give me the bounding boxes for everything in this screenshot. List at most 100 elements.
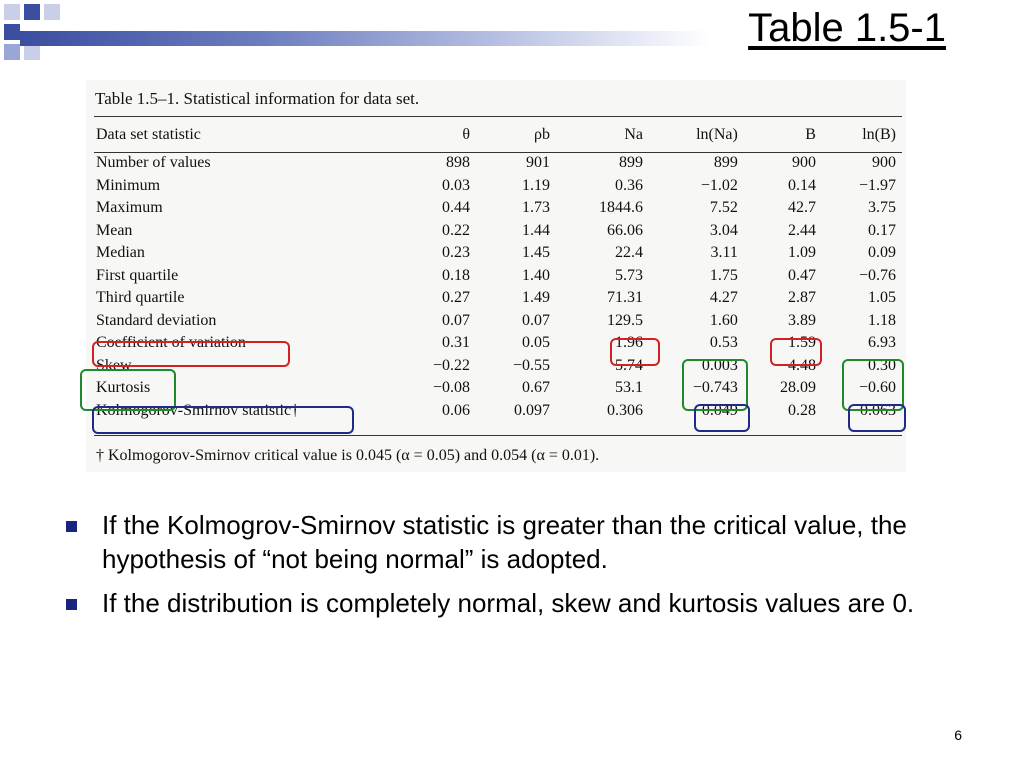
table-cell: 1.18 <box>868 311 896 329</box>
table-cell: −0.08 <box>432 379 470 397</box>
row-label: Number of values <box>96 154 211 172</box>
row-label: Kurtosis <box>96 379 151 397</box>
table-cell: 2.44 <box>787 221 816 239</box>
table-caption: Table 1.5–1. Statistical information for… <box>95 89 420 108</box>
table-row: Number of values 898 901 899 899 900 900 <box>94 152 902 175</box>
table-cell: 0.14 <box>787 176 816 194</box>
row-label: Minimum <box>96 176 161 194</box>
table-cell: 0.31 <box>442 334 470 352</box>
bullet-text: If the distribution is completely normal… <box>102 588 915 618</box>
row-label: Standard deviation <box>96 311 217 329</box>
table-cell: −0.60 <box>858 379 896 397</box>
highlight-box-ln-b-ks <box>848 404 906 432</box>
rule-header <box>94 152 902 153</box>
table-cell: −0.76 <box>858 266 896 284</box>
table-cell: 1.73 <box>522 199 550 217</box>
table-cell: 0.09 <box>868 244 896 262</box>
table-cell: 3.04 <box>709 221 738 239</box>
table-cell: 0.30 <box>868 356 896 374</box>
table-cell: 900 <box>791 154 816 172</box>
row-label: First quartile <box>96 266 179 284</box>
table-cell: 3.89 <box>787 311 816 329</box>
table-row: Minimum 0.03 1.19 0.36 −1.02 0.14 −1.97 <box>94 175 902 198</box>
table-cell: 0.05 <box>522 334 550 352</box>
table-footnote: † Kolmogorov-Smirnov critical value is 0… <box>96 447 600 464</box>
table-cell: 0.36 <box>614 176 643 194</box>
column-header: Na <box>624 126 643 143</box>
row-label: Mean <box>96 221 133 239</box>
table-cell: 53.1 <box>614 379 643 397</box>
table-cell: 6.93 <box>868 334 896 352</box>
header-gradient-bar <box>20 31 710 46</box>
table-cell: 28.09 <box>779 379 816 397</box>
table-cell: 42.7 <box>787 199 816 217</box>
page-number: 6 <box>954 727 962 743</box>
table-cell: 0.67 <box>522 379 550 397</box>
header-row: Data set statistic θ ρb Na ln(Na) B ln(B… <box>94 118 902 152</box>
table-row: Maximum 0.44 1.73 1844.6 7.52 42.7 3.75 <box>94 197 902 220</box>
table-cell: 0.28 <box>787 401 816 419</box>
table-row: Kurtosis −0.08 0.67 53.1 −0.743 28.09 −0.60 <box>94 377 902 400</box>
bullet-list: If the Kolmogrov-Smirnov statistic is gr… <box>64 508 944 630</box>
table-cell: 129.5 <box>606 311 643 329</box>
table-cell: 4.27 <box>709 289 738 307</box>
table-cell: 1.05 <box>868 289 896 307</box>
highlight-box-coefficient-label <box>92 341 290 367</box>
table-cell: 1.75 <box>709 266 738 284</box>
column-header: B <box>805 126 816 143</box>
table-cell: −1.97 <box>858 176 896 194</box>
table-cell: 0.18 <box>442 266 470 284</box>
table-cell: 0.06 <box>442 401 470 419</box>
table-cell: 0.097 <box>514 401 550 419</box>
table-row: Third quartile 0.27 1.49 71.31 4.27 2.87 1.05 <box>94 287 902 310</box>
table-row: Coefficient of variation 0.31 0.05 1.96 0.53… <box>94 332 902 355</box>
column-header: ln(B) <box>862 126 896 143</box>
row-label: Median <box>96 244 145 262</box>
table-figure: Table 1.5–1. Statistical information for… <box>80 80 906 472</box>
table-cell: 1.49 <box>522 289 550 307</box>
table-cell: 0.07 <box>442 311 470 329</box>
table-cell: 900 <box>872 154 896 172</box>
table-cell: 1.40 <box>522 266 550 284</box>
highlight-box-skew-kurtosis-labels <box>80 369 176 411</box>
highlight-box-ln-na-ks <box>694 404 750 432</box>
highlight-box-ks-label <box>92 406 354 434</box>
table-cell: 0.306 <box>606 401 643 419</box>
table-cell: 0.003 <box>701 356 738 374</box>
table-cell: 1.09 <box>787 244 816 262</box>
highlight-box-na-cv <box>610 338 660 366</box>
table-cell: 0.22 <box>442 221 470 239</box>
column-header: Data set statistic <box>96 126 201 143</box>
column-header: ρb <box>534 126 550 143</box>
table-cell: 1.44 <box>522 221 550 239</box>
table-cell: −1.02 <box>700 176 738 194</box>
statistics-table: Data set statistic θ ρb Na ln(Na) B ln(B… <box>94 118 902 422</box>
square-bullet-icon <box>66 599 77 610</box>
table-row: First quartile 0.18 1.40 5.73 1.75 0.47 −0.76 <box>94 265 902 288</box>
table-cell: 22.4 <box>614 244 643 262</box>
slide-title: Table 1.5-1 <box>748 6 946 50</box>
table-cell: 899 <box>713 154 738 172</box>
table-cell: 0.23 <box>442 244 470 262</box>
table-cell: 0.03 <box>442 176 470 194</box>
table-row: Mean 0.22 1.44 66.06 3.04 2.44 0.17 <box>94 220 902 243</box>
table-row: Standard deviation 0.07 0.07 129.5 1.60 3.89 1… <box>94 310 902 333</box>
table-cell: 899 <box>618 154 643 172</box>
bullet-text: If the Kolmogrov-Smirnov statistic is gr… <box>102 510 907 574</box>
table-cell: 898 <box>446 154 470 172</box>
table-cell: 0.07 <box>522 311 550 329</box>
table-cell: 3.11 <box>710 244 738 262</box>
square-bullet-icon <box>66 521 77 532</box>
table-cell: 5.73 <box>614 266 643 284</box>
bullet-item: If the Kolmogrov-Smirnov statistic is gr… <box>64 508 944 576</box>
table-cell: 1.45 <box>522 244 550 262</box>
table-cell: 3.75 <box>868 199 896 217</box>
table-cell: 901 <box>526 154 550 172</box>
table-cell: 0.27 <box>442 289 470 307</box>
table-cell: 0.53 <box>709 334 738 352</box>
row-label: Third quartile <box>96 289 185 307</box>
table-cell: 1.60 <box>709 311 738 329</box>
table-cell: 1844.6 <box>598 199 643 217</box>
table-cell: 0.44 <box>442 199 470 217</box>
table-cell: −0.743 <box>692 379 738 397</box>
